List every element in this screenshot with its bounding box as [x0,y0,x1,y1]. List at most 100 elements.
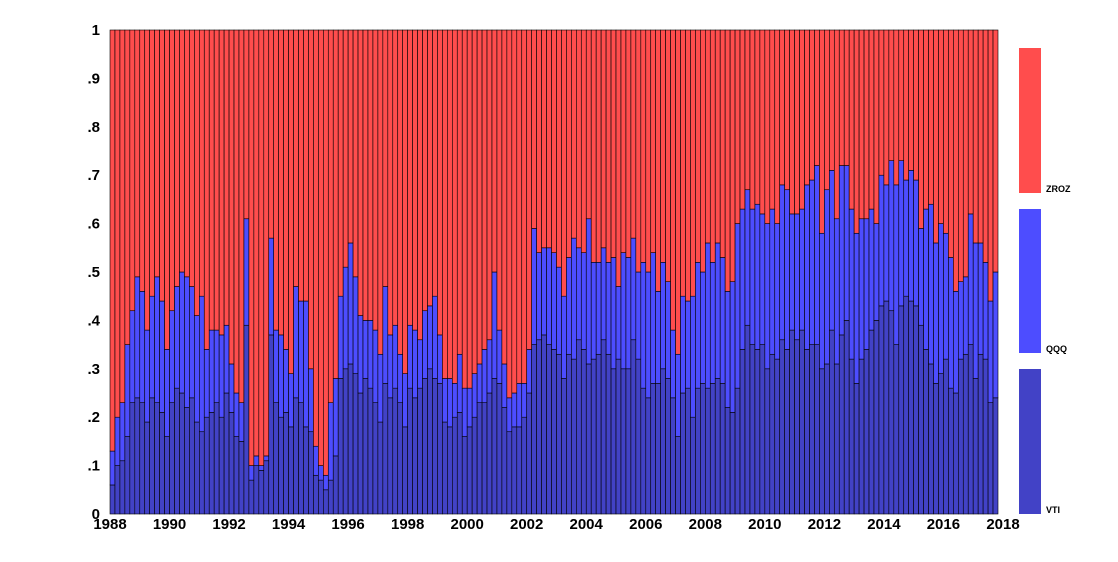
bar-vti [610,368,617,515]
bar-vti [744,324,751,515]
bar-stack [615,29,622,515]
bar-vti [898,305,905,515]
bar-qqq [203,349,210,418]
bar-zroz [268,29,275,239]
bar-stack [769,29,776,515]
bar-qqq [705,242,711,389]
bar-qqq [868,208,875,331]
bar-qqq [585,218,592,365]
bar-zroz [948,29,954,258]
bar-qqq [982,262,989,360]
bar-qqq [491,271,498,379]
bar-zroz [561,29,567,297]
bar-vti [298,402,304,515]
bar-zroz [481,29,488,350]
bar-qqq [447,378,453,428]
bar-stack [546,29,552,515]
bar-zroz [109,29,116,452]
bar-qqq [566,257,572,355]
bar-zroz [357,29,364,316]
bar-qqq [824,189,830,365]
bar-stack [506,29,513,515]
bar-vti [432,378,438,515]
bar-vti [655,383,661,515]
bar-qqq [779,184,785,341]
bar-qqq [352,276,359,374]
bar-qqq [253,455,260,466]
bar-stack [303,29,309,515]
bar-qqq [451,383,458,418]
bar-stack [913,29,919,515]
bar-zroz [139,29,146,292]
bar-stack [466,29,473,515]
bar-qqq [923,208,929,350]
bar-stack [189,29,195,515]
bar-vti [516,426,523,515]
bar-vti [486,392,493,515]
bar-stack [779,29,785,515]
bar-qqq [695,262,701,389]
bar-zroz [709,29,716,263]
bar-zroz [705,29,711,244]
bar-qqq [283,349,289,413]
bar-vti [456,412,463,515]
bar-zroz [576,29,582,249]
bar-stack [729,29,736,515]
bar-stack [243,29,250,515]
bar-zroz [342,29,349,268]
bar-qqq [372,329,379,403]
bar-stack [362,29,369,515]
bar-stack [992,29,999,515]
bar-qqq [680,295,686,394]
bar-vti [258,470,265,515]
bar-vti [590,358,597,515]
bar-stack [556,29,562,515]
bar-vti [313,474,319,515]
bar-zroz [938,29,944,224]
bar-vti [992,397,999,515]
bar-zroz [516,29,523,384]
bar-qqq [948,257,954,389]
bar-zroz [893,29,900,186]
bar-stack [194,29,200,515]
bar-zroz [313,29,319,447]
bar-zroz [794,29,800,215]
legend-item-zroz: ZROZ [1019,48,1071,194]
bar-qqq [546,247,552,345]
bar-qqq [536,252,542,341]
bar-zroz [615,29,622,287]
x-tick-label: 2002 [510,516,543,533]
bar-qqq [169,310,175,403]
bar-zroz [164,29,170,350]
bar-stack [397,29,403,515]
bar-qqq [838,165,845,336]
bar-qqq [853,232,860,384]
bar-zroz [630,29,637,239]
bar-zroz [883,29,890,186]
bar-zroz [903,29,909,181]
bar-qqq [402,373,408,428]
bar-qqq [660,262,666,370]
bar-qqq [819,232,825,370]
bar-zroz [332,29,339,379]
bar-qqq [848,208,855,360]
bar-stack [258,29,265,515]
bar-qqq [878,174,885,307]
bar-qqq [199,295,205,433]
bar-qqq [615,286,622,360]
bar-vti [422,378,428,515]
bar-vti [958,358,964,515]
bar-vti [506,431,513,515]
bar-qqq [580,252,587,350]
bar-qqq [412,329,418,399]
bar-qqq [769,208,776,355]
bar-zroz [724,29,731,292]
bar-vti [729,412,736,515]
bar-zroz [337,29,344,297]
bar-zroz [953,29,959,292]
bar-vti [705,387,711,515]
bar-qqq [645,271,652,399]
bar-stack [337,29,344,515]
y-tick-label: .4 [87,312,100,329]
x-tick-label: 2012 [808,516,841,533]
